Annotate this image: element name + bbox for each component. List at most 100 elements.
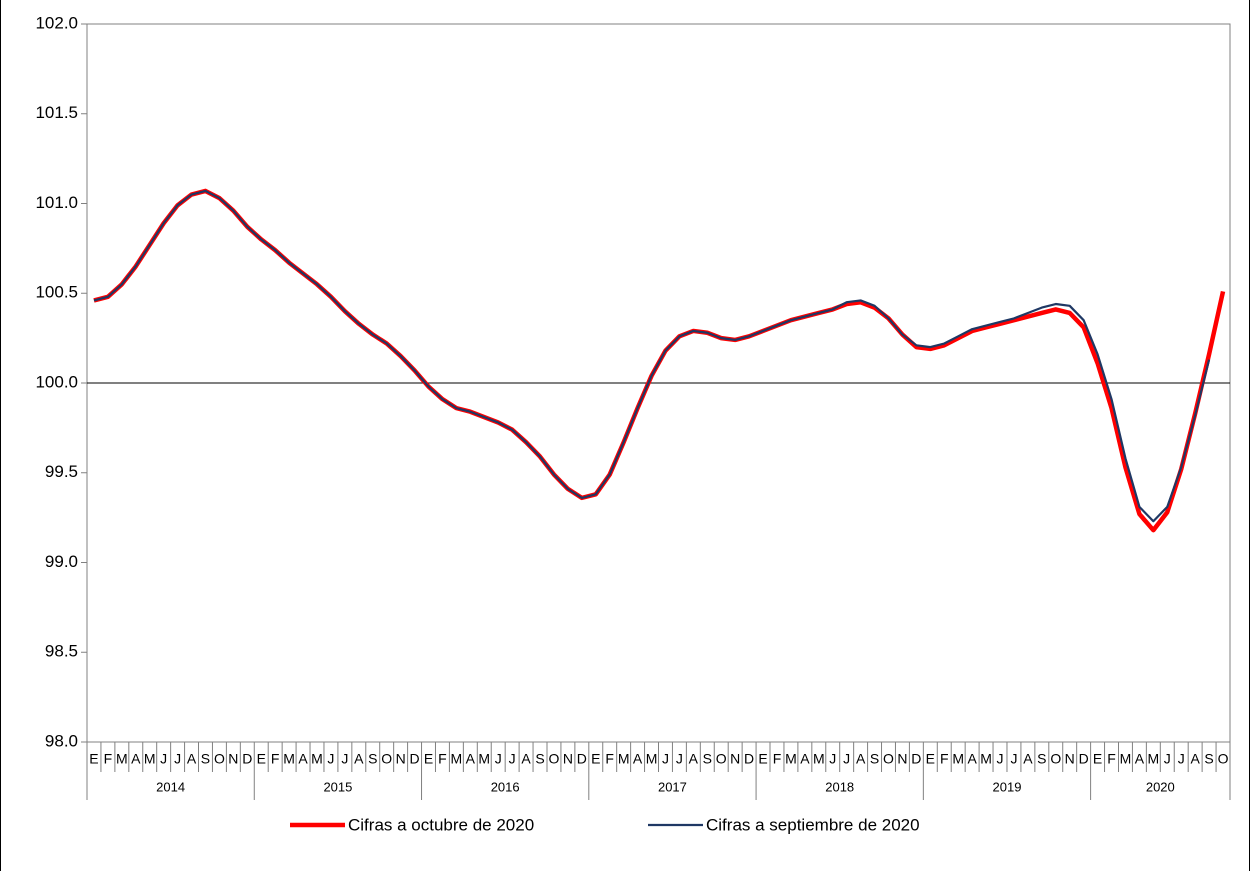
x-tick-label: A: [967, 751, 977, 767]
x-tick-label: O: [1218, 751, 1229, 767]
y-tick-label: 99.0: [45, 552, 78, 571]
x-tick-label: A: [800, 751, 810, 767]
x-tick-label: J: [1164, 751, 1171, 767]
x-tick-label: M: [618, 751, 630, 767]
x-tick-label: E: [758, 751, 767, 767]
x-tick-label: M: [311, 751, 323, 767]
x-tick-label: M: [785, 751, 797, 767]
x-tick-label: E: [1093, 751, 1102, 767]
x-tick-label: J: [160, 751, 167, 767]
x-tick-label: N: [228, 751, 238, 767]
x-tick-label: E: [926, 751, 935, 767]
x-tick-label: S: [870, 751, 879, 767]
legend-label: Cifras a septiembre de 2020: [706, 815, 920, 834]
x-tick-label: F: [1107, 751, 1116, 767]
x-tick-label: S: [535, 751, 544, 767]
legend-label: Cifras a octubre de 2020: [348, 815, 534, 834]
x-tick-label: O: [1050, 751, 1061, 767]
x-tick-label: J: [662, 751, 669, 767]
x-tick-label: N: [563, 751, 573, 767]
x-tick-label: D: [1079, 751, 1089, 767]
x-tick-label: J: [1010, 751, 1017, 767]
y-tick-label: 99.5: [45, 462, 78, 481]
x-tick-label: O: [883, 751, 894, 767]
year-label: 2020: [1146, 779, 1175, 794]
x-tick-label: A: [298, 751, 308, 767]
x-tick-label: A: [689, 751, 699, 767]
x-tick-label: F: [104, 751, 113, 767]
year-label: 2017: [658, 779, 687, 794]
y-tick-label: 98.0: [45, 731, 78, 750]
x-tick-label: D: [410, 751, 420, 767]
x-tick-label: J: [341, 751, 348, 767]
x-tick-label: E: [424, 751, 433, 767]
x-tick-label: O: [214, 751, 225, 767]
x-tick-label: A: [1190, 751, 1200, 767]
x-tick-label: J: [495, 751, 502, 767]
x-tick-label: J: [676, 751, 683, 767]
x-tick-label: J: [997, 751, 1004, 767]
x-tick-label: D: [744, 751, 754, 767]
x-tick-label: S: [368, 751, 377, 767]
x-tick-label: F: [271, 751, 280, 767]
y-tick-label: 102.0: [35, 13, 78, 32]
x-tick-label: F: [605, 751, 614, 767]
x-tick-label: A: [856, 751, 866, 767]
x-tick-label: A: [354, 751, 364, 767]
year-label: 2018: [825, 779, 854, 794]
year-label: 2015: [323, 779, 352, 794]
x-tick-label: M: [283, 751, 295, 767]
year-label: 2019: [993, 779, 1022, 794]
x-tick-label: A: [187, 751, 197, 767]
x-tick-label: E: [257, 751, 266, 767]
x-tick-label: A: [1135, 751, 1145, 767]
x-tick-label: J: [509, 751, 516, 767]
x-tick-label: D: [242, 751, 252, 767]
x-tick-label: O: [381, 751, 392, 767]
x-tick-label: F: [438, 751, 447, 767]
year-label: 2014: [156, 779, 185, 794]
year-label: 2016: [491, 779, 520, 794]
x-tick-label: E: [591, 751, 600, 767]
x-tick-label: N: [730, 751, 740, 767]
x-tick-label: O: [716, 751, 727, 767]
y-tick-label: 98.5: [45, 642, 78, 661]
x-tick-label: M: [813, 751, 825, 767]
x-tick-label: A: [1023, 751, 1033, 767]
x-tick-label: M: [116, 751, 128, 767]
x-tick-label: M: [980, 751, 992, 767]
x-tick-label: J: [829, 751, 836, 767]
x-tick-label: M: [1120, 751, 1132, 767]
x-tick-label: E: [89, 751, 98, 767]
x-tick-label: M: [646, 751, 658, 767]
x-tick-label: M: [478, 751, 490, 767]
y-tick-label: 101.5: [35, 103, 78, 122]
x-tick-label: M: [144, 751, 156, 767]
x-tick-label: S: [1204, 751, 1213, 767]
x-tick-label: A: [131, 751, 141, 767]
x-tick-label: S: [201, 751, 210, 767]
x-tick-label: D: [577, 751, 587, 767]
x-tick-label: A: [466, 751, 476, 767]
x-tick-label: J: [327, 751, 334, 767]
x-tick-label: O: [549, 751, 560, 767]
series-line: [93, 189, 1211, 523]
x-tick-label: J: [843, 751, 850, 767]
x-tick-label: M: [1147, 751, 1159, 767]
x-tick-label: F: [773, 751, 782, 767]
x-tick-label: A: [521, 751, 531, 767]
x-tick-label: F: [940, 751, 949, 767]
x-tick-label: N: [1065, 751, 1075, 767]
x-tick-label: J: [174, 751, 181, 767]
y-tick-label: 100.0: [35, 372, 78, 391]
x-tick-label: N: [897, 751, 907, 767]
y-tick-label: 101.0: [35, 193, 78, 212]
x-tick-label: M: [952, 751, 964, 767]
x-tick-label: J: [1178, 751, 1185, 767]
x-tick-label: S: [1037, 751, 1046, 767]
x-tick-label: N: [396, 751, 406, 767]
x-tick-label: S: [703, 751, 712, 767]
x-tick-label: D: [911, 751, 921, 767]
